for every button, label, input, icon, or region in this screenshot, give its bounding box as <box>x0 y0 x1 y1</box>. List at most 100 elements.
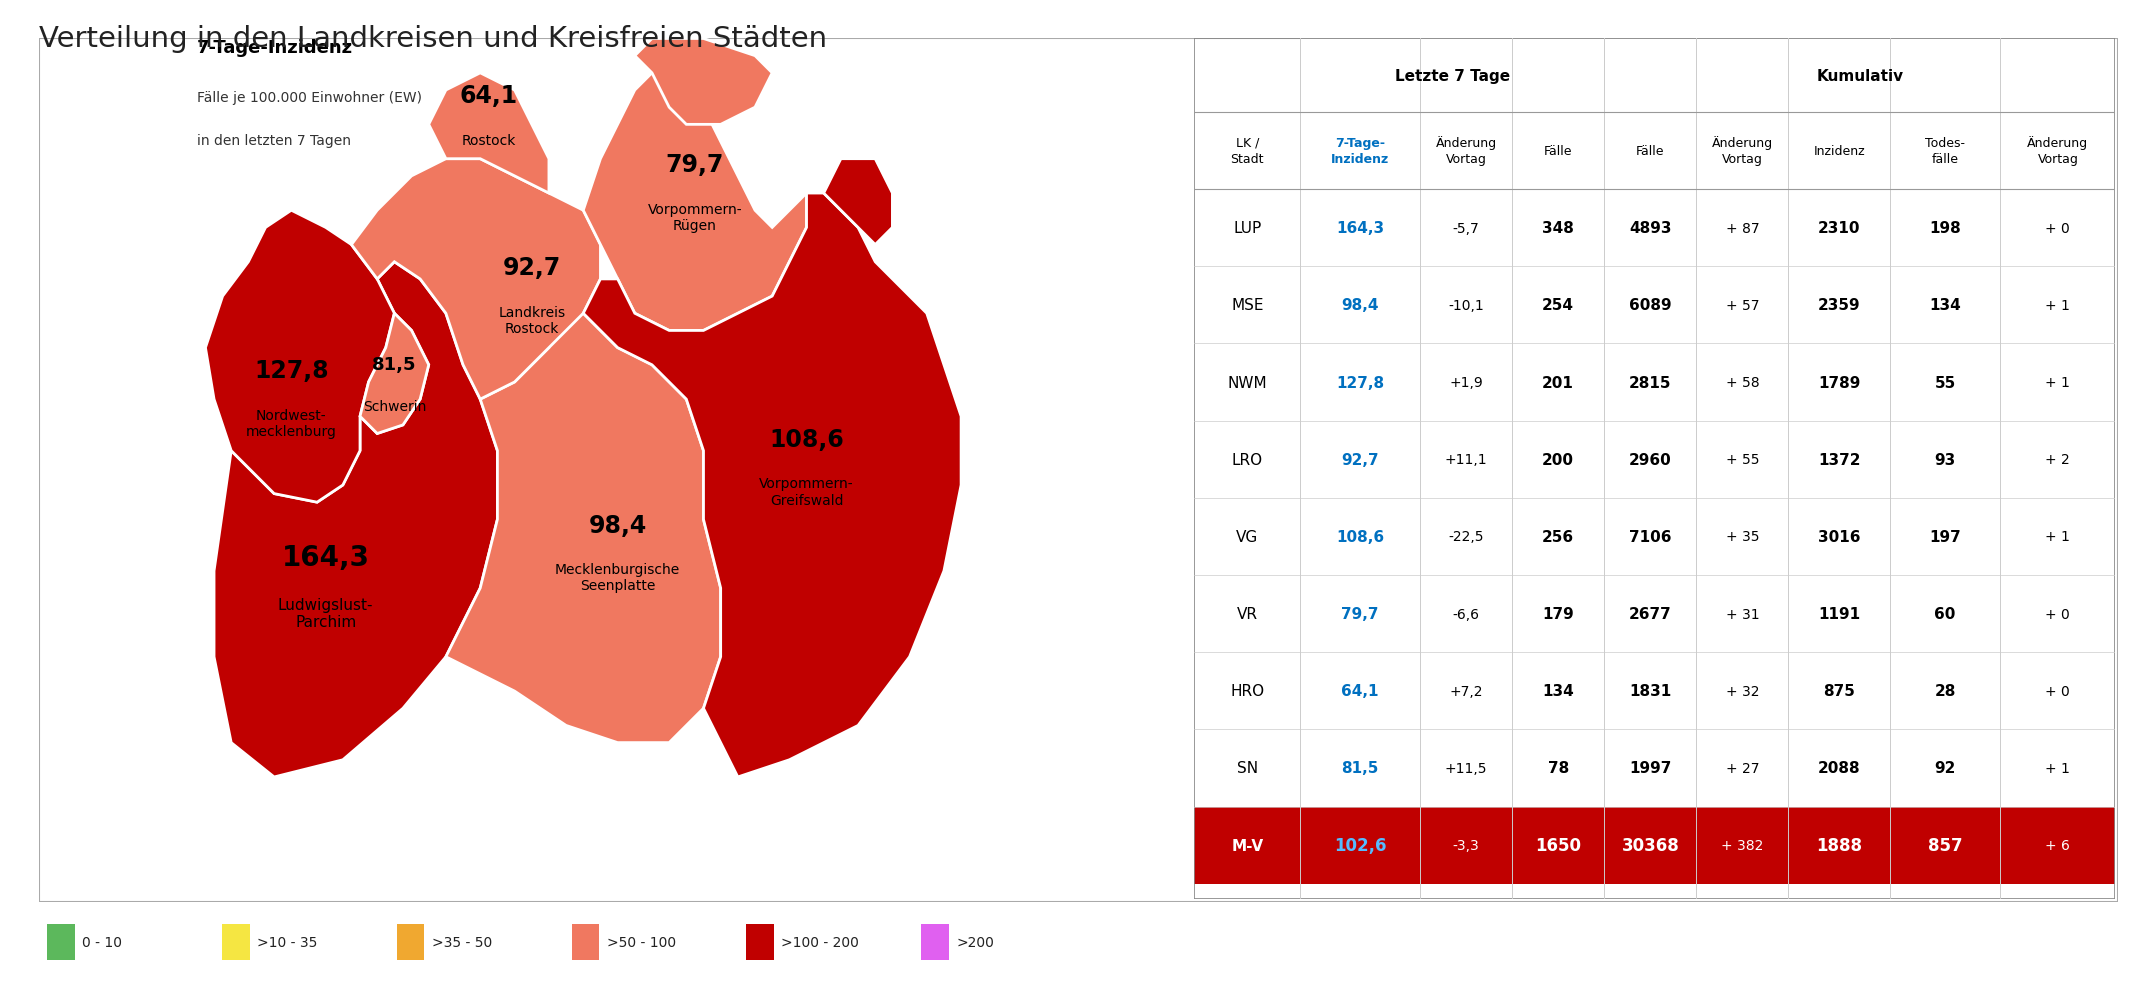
Text: VR: VR <box>1237 606 1257 621</box>
Text: 108,6: 108,6 <box>1336 529 1384 544</box>
Text: 78: 78 <box>1547 760 1569 776</box>
Text: + 0: + 0 <box>2044 222 2070 236</box>
Text: 2815: 2815 <box>1629 375 1672 390</box>
Text: 92: 92 <box>1935 760 1956 776</box>
Bar <box>396 924 424 960</box>
Text: Fälle: Fälle <box>1543 145 1573 158</box>
Bar <box>1194 653 2115 730</box>
Text: 179: 179 <box>1543 606 1573 621</box>
Text: 1789: 1789 <box>1818 375 1859 390</box>
Text: 93: 93 <box>1935 453 1956 467</box>
Text: 256: 256 <box>1543 529 1575 544</box>
Text: 1831: 1831 <box>1629 683 1672 698</box>
Text: 64,1: 64,1 <box>1341 683 1379 698</box>
Text: + 27: + 27 <box>1726 761 1758 775</box>
Text: Fälle: Fälle <box>1636 145 1663 158</box>
Polygon shape <box>204 211 394 503</box>
Text: + 32: + 32 <box>1726 684 1758 698</box>
Text: 6089: 6089 <box>1629 298 1672 313</box>
Text: + 382: + 382 <box>1722 838 1765 852</box>
Text: +11,5: +11,5 <box>1444 761 1487 775</box>
Text: HRO: HRO <box>1231 683 1265 698</box>
Text: 1997: 1997 <box>1629 760 1672 776</box>
Text: + 0: + 0 <box>2044 684 2070 698</box>
Text: 7-Tage-
Inzidenz: 7-Tage- Inzidenz <box>1332 137 1390 166</box>
Text: Änderung
Vortag: Änderung Vortag <box>1435 136 1496 167</box>
Bar <box>1194 576 2115 653</box>
Bar <box>1300 39 1603 112</box>
Text: -3,3: -3,3 <box>1453 838 1478 852</box>
Polygon shape <box>359 314 428 434</box>
Text: 79,7: 79,7 <box>1341 606 1379 621</box>
Text: 201: 201 <box>1543 375 1573 390</box>
Text: + 31: + 31 <box>1726 607 1758 621</box>
Text: 164,3: 164,3 <box>1336 221 1384 236</box>
Text: 1888: 1888 <box>1816 836 1861 854</box>
Text: SN: SN <box>1237 760 1259 776</box>
Text: 92,7: 92,7 <box>1341 453 1379 467</box>
Text: 30368: 30368 <box>1620 836 1679 854</box>
Text: 28: 28 <box>1935 683 1956 698</box>
Text: 198: 198 <box>1928 221 1960 236</box>
Text: 4893: 4893 <box>1629 221 1672 236</box>
Text: 102,6: 102,6 <box>1334 836 1386 854</box>
Text: + 0: + 0 <box>2044 607 2070 621</box>
Bar <box>1194 807 2115 883</box>
Text: 134: 134 <box>1928 298 1960 313</box>
Polygon shape <box>351 160 600 399</box>
Text: 79,7: 79,7 <box>665 153 723 176</box>
Text: 2310: 2310 <box>1818 221 1859 236</box>
Text: 1372: 1372 <box>1818 453 1859 467</box>
Polygon shape <box>428 74 549 194</box>
Text: >100 - 200: >100 - 200 <box>781 935 859 950</box>
Text: >10 - 35: >10 - 35 <box>256 935 316 950</box>
Text: +11,1: +11,1 <box>1444 453 1487 466</box>
Text: 7-Tage-Inzidenz: 7-Tage-Inzidenz <box>196 39 353 57</box>
Text: 64,1: 64,1 <box>461 84 519 108</box>
Polygon shape <box>445 194 721 742</box>
Text: + 1: + 1 <box>2044 761 2070 775</box>
Text: 0 - 10: 0 - 10 <box>82 935 123 950</box>
Text: -6,6: -6,6 <box>1453 607 1481 621</box>
Text: Nordwest-
mecklenburg: Nordwest- mecklenburg <box>245 408 336 439</box>
Text: 7106: 7106 <box>1629 529 1672 544</box>
Text: Landkreis
Rostock: Landkreis Rostock <box>499 306 566 335</box>
Text: +7,2: +7,2 <box>1448 684 1483 698</box>
Text: LRO: LRO <box>1231 453 1263 467</box>
Text: M-V: M-V <box>1231 838 1263 853</box>
Text: Rostock: Rostock <box>463 134 516 148</box>
Text: NWM: NWM <box>1227 375 1268 390</box>
Text: >35 - 50: >35 - 50 <box>433 935 493 950</box>
Text: + 35: + 35 <box>1726 529 1758 544</box>
Text: Ludwigslust-
Parchim: Ludwigslust- Parchim <box>278 598 374 629</box>
Text: 2088: 2088 <box>1818 760 1861 776</box>
Text: + 87: + 87 <box>1726 222 1758 236</box>
Text: VG: VG <box>1235 529 1259 544</box>
Text: >50 - 100: >50 - 100 <box>607 935 676 950</box>
Text: 60: 60 <box>1935 606 1956 621</box>
Text: + 2: + 2 <box>2044 453 2070 466</box>
Bar <box>747 924 775 960</box>
Text: -5,7: -5,7 <box>1453 222 1478 236</box>
Text: Vorpommern-
Greifswald: Vorpommern- Greifswald <box>760 477 854 507</box>
Text: in den letzten 7 Tagen: in den letzten 7 Tagen <box>196 134 351 148</box>
Text: LUP: LUP <box>1233 221 1261 236</box>
Text: 2359: 2359 <box>1818 298 1861 313</box>
Text: Letzte 7 Tage: Letzte 7 Tage <box>1394 68 1511 84</box>
Text: 127,8: 127,8 <box>1336 375 1384 390</box>
Bar <box>1194 421 2115 498</box>
Text: Inzidenz: Inzidenz <box>1814 145 1866 158</box>
Text: 134: 134 <box>1543 683 1573 698</box>
Text: Fälle je 100.000 Einwohner (EW): Fälle je 100.000 Einwohner (EW) <box>196 91 422 105</box>
Text: 875: 875 <box>1823 683 1855 698</box>
Text: Vorpommern-
Rügen: Vorpommern- Rügen <box>648 202 742 233</box>
Text: Schwerin: Schwerin <box>364 399 426 414</box>
Bar <box>572 924 598 960</box>
Text: 2677: 2677 <box>1629 606 1672 621</box>
Bar <box>921 924 949 960</box>
Text: Kumulativ: Kumulativ <box>1816 68 1902 84</box>
Bar <box>1194 730 2115 807</box>
Text: 164,3: 164,3 <box>282 543 370 571</box>
Polygon shape <box>583 194 962 777</box>
Text: 200: 200 <box>1543 453 1573 467</box>
